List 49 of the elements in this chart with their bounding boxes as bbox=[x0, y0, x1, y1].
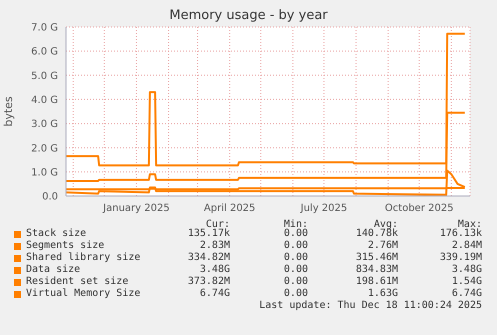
text: 3.48G bbox=[198, 264, 230, 275]
text: 198.61M bbox=[354, 276, 398, 287]
y-tick-label: 7.0 G bbox=[31, 22, 58, 34]
legend-label: Segments size bbox=[26, 240, 104, 251]
text: 1.54G bbox=[450, 276, 482, 287]
text: 6.74G bbox=[450, 288, 482, 299]
text: 0.00 bbox=[284, 276, 308, 287]
text: 315.46M bbox=[354, 252, 398, 263]
text: 0.00 bbox=[284, 288, 308, 299]
chart-title: Memory usage - by year bbox=[168, 8, 329, 23]
text: 339.19M bbox=[438, 252, 482, 263]
y-tick-label: 4.0 G bbox=[31, 94, 58, 106]
y-tick-label: 1.0 G bbox=[31, 167, 58, 178]
text: 1.63G bbox=[366, 288, 398, 299]
text: Max: bbox=[458, 219, 482, 230]
text: 2.83M bbox=[198, 240, 230, 251]
y-tick-label: 2.0 G bbox=[31, 143, 58, 154]
legend-label: Data size bbox=[26, 264, 80, 275]
text: 0.00 bbox=[284, 228, 308, 239]
text: 834.83M bbox=[354, 264, 398, 275]
text: Last update: Thu Dec 18 11:00:24 2025 bbox=[258, 300, 482, 311]
x-tick-label: April 2025 bbox=[204, 203, 256, 214]
text: 140.78k bbox=[354, 228, 398, 239]
x-tick-label: January 2025 bbox=[102, 203, 170, 214]
legend-label: Shared library size bbox=[26, 252, 140, 263]
y-tick-label: 6.0 G bbox=[31, 46, 58, 58]
x-tick-label: October 2025 bbox=[384, 203, 454, 214]
text: 0.00 bbox=[284, 252, 308, 263]
text: 3.48G bbox=[450, 264, 482, 275]
text: Cur: bbox=[206, 219, 230, 230]
x-tick-label: July 2025 bbox=[300, 203, 348, 214]
legend-label: Resident set size bbox=[26, 276, 128, 287]
text: 2.76M bbox=[366, 240, 398, 251]
y-tick-label: 3.0 G bbox=[31, 119, 58, 130]
text: Min: bbox=[284, 219, 308, 230]
text: 176.13k bbox=[438, 228, 482, 239]
y-tick-label: 5.0 G bbox=[31, 70, 58, 82]
text: 0.00 bbox=[284, 264, 308, 275]
text: 334.82M bbox=[186, 252, 230, 263]
text: 2.84M bbox=[450, 240, 482, 251]
text: 0.00 bbox=[284, 240, 308, 251]
text: 6.74G bbox=[198, 288, 230, 299]
text: 373.82M bbox=[186, 276, 230, 287]
text: Avg: bbox=[374, 219, 398, 230]
legend-label: Stack size bbox=[26, 228, 86, 239]
y-tick-label: 0.0 bbox=[42, 192, 58, 203]
legend-label: Virtual Memory Size bbox=[26, 288, 140, 299]
text: 135.17k bbox=[186, 228, 230, 239]
y-axis-title: bytes bbox=[2, 96, 15, 127]
